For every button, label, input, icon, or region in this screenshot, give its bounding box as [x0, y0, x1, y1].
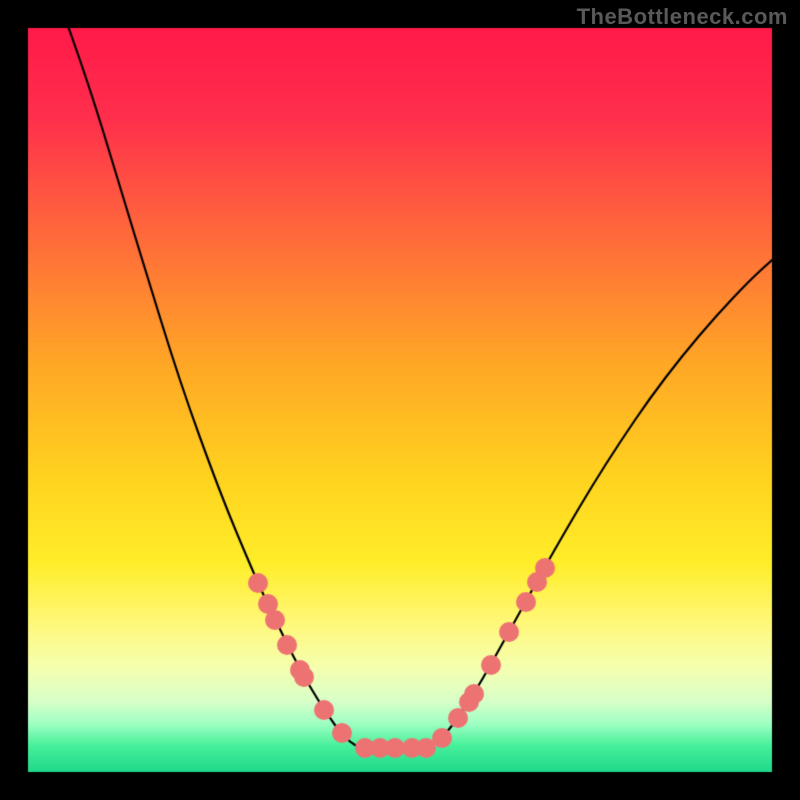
bottleneck-curve-chart — [0, 0, 800, 800]
chart-stage: TheBottleneck.com — [0, 0, 800, 800]
watermark-text: TheBottleneck.com — [577, 4, 788, 30]
